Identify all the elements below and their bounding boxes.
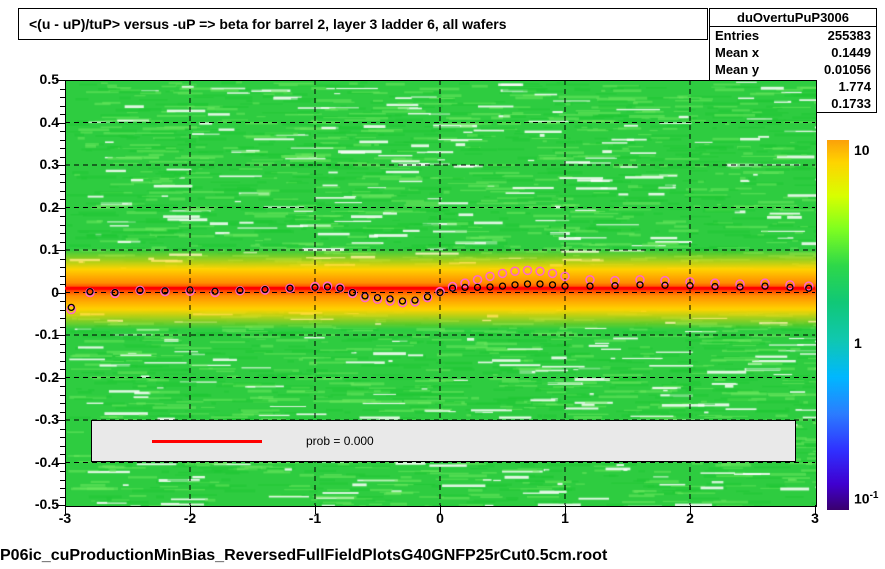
y-tick-minor (60, 216, 65, 217)
x-tick-mark (565, 505, 566, 514)
y-tick-minor (60, 131, 65, 132)
stats-meany-label: Mean y (715, 62, 759, 77)
y-tick-minor (60, 403, 65, 404)
y-tick-minor (60, 182, 65, 183)
y-tick-minor (60, 352, 65, 353)
y-tick-minor (60, 446, 65, 447)
y-tick-minor (60, 412, 65, 413)
y-tick-minor (60, 174, 65, 175)
y-tick-label: -0.1 (14, 326, 59, 342)
y-tick-label: -0.2 (14, 369, 59, 385)
y-tick-label: 0.4 (14, 114, 59, 130)
stats-name: duOvertuPuP3006 (710, 9, 876, 27)
colorbar (827, 140, 849, 510)
y-tick-minor (60, 259, 65, 260)
x-tick-mark (65, 505, 66, 514)
y-tick-minor (60, 301, 65, 302)
y-tick-minor (60, 437, 65, 438)
y-tick-minor (60, 344, 65, 345)
stats-meanx-label: Mean x (715, 45, 759, 60)
y-tick-minor (60, 97, 65, 98)
x-tick-mark (315, 505, 316, 514)
y-tick-minor (60, 276, 65, 277)
y-tick-minor (60, 386, 65, 387)
y-tick-minor (60, 310, 65, 311)
x-tick-mark (815, 505, 816, 514)
y-tick-minor (60, 318, 65, 319)
footer-filename: P06ic_cuProductionMinBias_ReversedFullFi… (0, 547, 607, 565)
y-tick-label: 0 (14, 284, 59, 300)
stats-entries: 255383 (828, 28, 871, 43)
y-tick-minor (60, 233, 65, 234)
y-tick-minor (60, 250, 65, 251)
stats-rmsy: 0.1733 (831, 96, 871, 111)
stats-meanx: 0.1449 (831, 45, 871, 60)
stats-entries-label: Entries (715, 28, 759, 43)
y-tick-label: 0.2 (14, 199, 59, 215)
y-tick-minor (60, 378, 65, 379)
legend-fit-line (152, 440, 262, 443)
y-tick-minor (60, 293, 65, 294)
y-tick-minor (60, 463, 65, 464)
x-tick-mark (190, 505, 191, 514)
chart-title: <(u - uP)/tuP> versus -uP => beta for ba… (29, 16, 507, 32)
y-tick-minor (60, 454, 65, 455)
y-tick-label: -0.4 (14, 454, 59, 470)
y-tick-label: 0.5 (14, 71, 59, 87)
plot-area: prob = 0.000 (65, 80, 815, 505)
y-tick-minor (60, 480, 65, 481)
y-tick-minor (60, 488, 65, 489)
y-tick-minor (60, 106, 65, 107)
colorbar-tick-label: 1 (854, 335, 862, 351)
y-tick-minor (60, 369, 65, 370)
y-tick-label: 0.1 (14, 241, 59, 257)
y-tick-minor (60, 89, 65, 90)
y-tick-minor (60, 123, 65, 124)
legend-prob: prob = 0.000 (306, 434, 374, 448)
y-tick-minor (60, 148, 65, 149)
legend-box: prob = 0.000 (91, 420, 796, 462)
y-tick-minor (60, 140, 65, 141)
colorbar-tick-label: 10 (854, 142, 870, 158)
y-tick-minor (60, 225, 65, 226)
y-tick-minor (60, 114, 65, 115)
colorbar-canvas (827, 140, 849, 510)
y-tick-minor (60, 497, 65, 498)
y-tick-minor (60, 327, 65, 328)
y-tick-minor (60, 242, 65, 243)
y-tick-minor (60, 267, 65, 268)
stats-meany: 0.01056 (824, 62, 871, 77)
y-tick-label: -0.5 (14, 496, 59, 512)
y-tick-minor (60, 361, 65, 362)
y-tick-minor (60, 335, 65, 336)
y-tick-minor (60, 157, 65, 158)
y-tick-label: -0.3 (14, 411, 59, 427)
chart-title-box: <(u - uP)/tuP> versus -uP => beta for ba… (18, 8, 708, 40)
y-tick-minor (60, 395, 65, 396)
y-tick-minor (60, 191, 65, 192)
y-tick-minor (60, 165, 65, 166)
y-tick-minor (60, 420, 65, 421)
x-tick-mark (440, 505, 441, 514)
colorbar-tick-label: 10-1 (854, 490, 878, 507)
x-tick-mark (690, 505, 691, 514)
y-tick-minor (60, 199, 65, 200)
stats-rmsx: 1.774 (838, 79, 871, 94)
y-tick-minor (60, 80, 65, 81)
y-tick-minor (60, 471, 65, 472)
y-tick-label: 0.3 (14, 156, 59, 172)
y-tick-minor (60, 284, 65, 285)
y-tick-minor (60, 208, 65, 209)
y-tick-minor (60, 429, 65, 430)
